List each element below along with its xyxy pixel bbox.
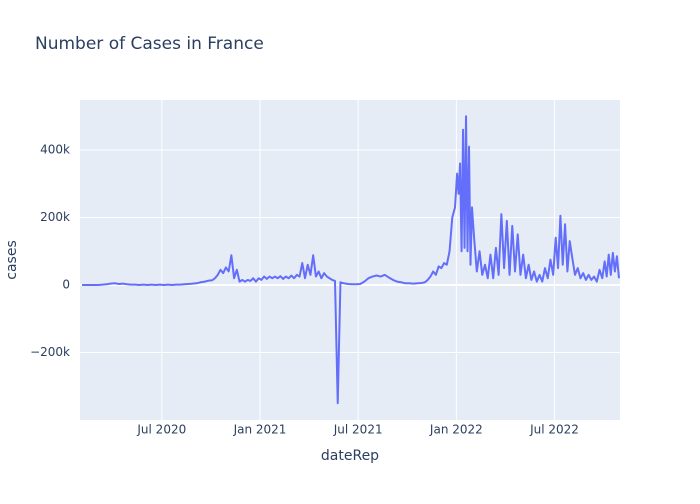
y-axis-title: cases — [4, 240, 20, 279]
x-tick-label: Jan 2021 — [233, 423, 287, 437]
x-tick-label: Jan 2022 — [429, 423, 483, 437]
line — [82, 115, 620, 405]
y-tick-label: 200k — [40, 210, 70, 224]
chart-title: Number of Cases in France — [35, 34, 264, 54]
y-tick-label: −200k — [30, 345, 70, 359]
y-tick-label: 0 — [62, 277, 70, 291]
x-tick-label: Jul 2020 — [136, 423, 186, 437]
x-axis-title: dateRep — [321, 448, 379, 464]
y-tick-label: 400k — [40, 142, 70, 156]
x-tick-label: Jul 2021 — [333, 423, 383, 437]
plot-background — [80, 100, 620, 420]
x-tick-label: Jul 2022 — [529, 423, 579, 437]
marks — [82, 115, 620, 405]
